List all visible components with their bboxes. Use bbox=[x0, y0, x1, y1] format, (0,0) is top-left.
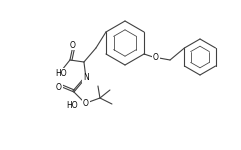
Text: N: N bbox=[83, 74, 89, 82]
Text: O: O bbox=[83, 99, 89, 108]
Text: O: O bbox=[70, 40, 76, 50]
Text: O: O bbox=[153, 54, 159, 63]
Text: HO: HO bbox=[55, 69, 67, 78]
Text: HO: HO bbox=[66, 102, 78, 111]
Text: O: O bbox=[56, 82, 62, 91]
